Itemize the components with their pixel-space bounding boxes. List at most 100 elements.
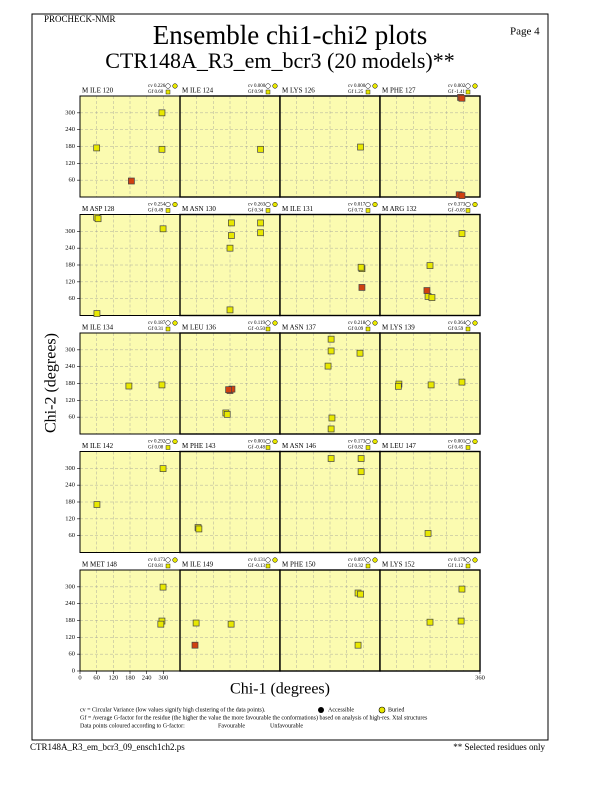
panel-frame <box>379 95 481 198</box>
class-icon <box>172 557 178 563</box>
x-tick-label: 0 <box>78 674 81 681</box>
cv-label: cv 0.373 <box>448 203 466 208</box>
cv-label: cv 0.001 <box>248 440 266 445</box>
y-tick-label: 180 <box>65 498 75 505</box>
y-tick-label: 0 <box>72 667 75 674</box>
data-point <box>228 232 235 239</box>
x-tick-label: 180 <box>125 674 135 681</box>
y-tick-label: 120 <box>65 278 75 285</box>
cv-label: cv 0.364 <box>448 321 466 326</box>
class-icon <box>365 326 371 332</box>
cv-label: cv 0.218 <box>348 321 366 326</box>
data-point <box>458 94 466 102</box>
class-icon <box>165 326 171 332</box>
y-tick-label: 60 <box>69 532 76 539</box>
class-icon <box>465 208 471 213</box>
x-axis-label: Chi-1 (degrees) <box>230 681 330 698</box>
panel-title: M ASN 137 <box>282 324 316 332</box>
class-icon <box>265 320 271 326</box>
y-tick-label: 120 <box>65 634 75 641</box>
data-point <box>159 225 167 233</box>
cv-label: cv 0.173 <box>148 558 166 563</box>
cv-label: cv 0.173 <box>348 440 366 445</box>
class-icon <box>265 326 271 332</box>
class-icon <box>465 557 471 563</box>
panel-title: M ARG 132 <box>382 205 417 213</box>
data-point <box>458 192 466 199</box>
class-icon <box>272 320 278 326</box>
class-icon <box>165 557 171 563</box>
data-point <box>357 590 364 598</box>
cv-label: cv 0.000 <box>348 84 366 89</box>
cv-label: cv 0.263 <box>248 203 266 208</box>
y-tick-label: 180 <box>65 261 75 268</box>
y-tick-label: 300 <box>65 465 75 472</box>
data-point <box>327 347 335 355</box>
data-point <box>257 219 264 227</box>
class-icon <box>165 208 171 213</box>
x-tick-label: 120 <box>108 674 118 681</box>
gf-label: Gf 0.09 <box>348 327 364 332</box>
gf-label: Gf 0.31 <box>148 327 164 332</box>
gf-label: Gf 0.72 <box>348 209 364 214</box>
panel-title: M LEU 147 <box>382 442 416 450</box>
data-point <box>158 109 166 117</box>
panel-title: M LEU 136 <box>182 324 216 332</box>
y-tick-label: 300 <box>65 346 75 353</box>
panel-title: M MET 148 <box>82 561 117 569</box>
y-tick-label: 300 <box>65 228 75 235</box>
gf-label: Gf -0.48 <box>248 446 265 451</box>
class-icon <box>165 201 171 208</box>
data-point <box>427 381 435 389</box>
class-icon <box>365 201 371 208</box>
class-icon <box>365 320 371 326</box>
data-point <box>158 381 166 389</box>
y-tick-label: 120 <box>65 397 75 404</box>
class-icon <box>365 563 371 569</box>
class-icon <box>265 438 271 445</box>
class-icon <box>272 201 278 208</box>
data-point <box>125 382 133 390</box>
gf-label: Gf 0.45 <box>448 446 464 451</box>
legend-favourable: Favourable <box>218 723 245 729</box>
data-point <box>225 386 232 394</box>
class-icon <box>465 326 471 332</box>
y-tick-label: 180 <box>65 380 75 387</box>
class-icon <box>372 438 378 445</box>
class-icon <box>165 445 171 450</box>
cv-label: cv 0.002 <box>448 84 466 89</box>
data-point <box>354 641 362 649</box>
cv-label: cv 0.292 <box>148 440 166 445</box>
panel-title: M ILE 124 <box>182 87 214 95</box>
data-point <box>227 620 235 628</box>
data-point <box>357 455 365 462</box>
gf-label: Gf 1.25 <box>348 90 364 95</box>
data-point <box>426 618 434 626</box>
data-point <box>457 617 465 625</box>
panel-title: M PHE 143 <box>182 442 216 450</box>
class-icon <box>365 557 371 563</box>
legend-cv: cv = Circular Variance (low values signi… <box>80 706 266 713</box>
y-tick-label: 60 <box>69 414 76 421</box>
y-tick-label: 300 <box>65 583 75 590</box>
cv-label: cv 0.254 <box>148 203 166 208</box>
panel-title: M LYS 126 <box>282 87 315 95</box>
x-tick-label: 60 <box>93 674 100 681</box>
data-point <box>328 414 336 422</box>
class-icon <box>365 445 371 450</box>
class-icon <box>372 557 378 563</box>
data-point <box>327 425 335 433</box>
class-icon <box>365 89 371 95</box>
class-icon <box>365 438 371 445</box>
panel-title: M PHE 150 <box>282 561 316 569</box>
y-tick-label: 240 <box>65 245 75 252</box>
class-icon <box>165 563 171 569</box>
x-tick-label: 300 <box>158 674 168 681</box>
y-tick-label: 240 <box>65 600 75 607</box>
y-tick-label: 60 <box>69 651 76 658</box>
panel-title: M PHE 127 <box>382 87 416 95</box>
legend-buried: Buried <box>388 707 404 713</box>
data-point <box>458 585 466 593</box>
panel-title: M ASP 128 <box>82 205 115 213</box>
cv-label: cv 0.097 <box>348 558 366 563</box>
